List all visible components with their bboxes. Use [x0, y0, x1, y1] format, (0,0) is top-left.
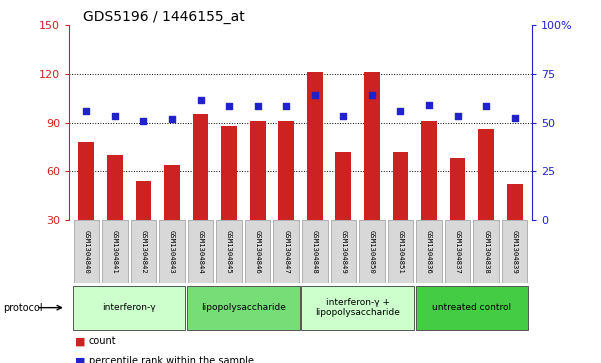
Text: GSM1304837: GSM1304837: [454, 229, 460, 273]
Bar: [474, 220, 499, 283]
Text: GSM1304849: GSM1304849: [340, 229, 346, 273]
Bar: [130, 220, 156, 283]
Bar: [392, 152, 408, 220]
Bar: [478, 129, 494, 220]
Bar: [302, 220, 328, 283]
Bar: [250, 121, 266, 220]
Bar: [164, 164, 180, 220]
Text: GSM1304838: GSM1304838: [483, 229, 489, 273]
Point: [110, 113, 120, 119]
Text: GSM1304841: GSM1304841: [112, 229, 118, 273]
Text: GSM1304851: GSM1304851: [397, 229, 403, 273]
Text: GDS5196 / 1446155_at: GDS5196 / 1446155_at: [83, 11, 245, 24]
Text: ■: ■: [75, 336, 85, 346]
Bar: [187, 286, 300, 330]
Bar: [73, 286, 185, 330]
Point: [395, 108, 405, 114]
Point: [338, 113, 348, 119]
Bar: [388, 220, 413, 283]
Bar: [221, 126, 237, 220]
Bar: [136, 181, 151, 220]
Point: [196, 97, 206, 103]
Bar: [331, 220, 356, 283]
Text: percentile rank within the sample: percentile rank within the sample: [89, 356, 254, 363]
Point: [481, 103, 491, 109]
Bar: [421, 121, 437, 220]
Text: ■: ■: [75, 356, 85, 363]
Point: [453, 113, 462, 119]
Text: GSM1304842: GSM1304842: [141, 229, 147, 273]
Text: GSM1304850: GSM1304850: [369, 229, 375, 273]
Point: [139, 118, 148, 124]
Bar: [301, 286, 414, 330]
Bar: [159, 220, 185, 283]
Bar: [78, 142, 94, 220]
Text: lipopolysaccharide: lipopolysaccharide: [201, 303, 286, 312]
Point: [224, 103, 234, 109]
Bar: [502, 220, 528, 283]
Text: GSM1304839: GSM1304839: [511, 229, 517, 273]
Text: GSM1304844: GSM1304844: [198, 229, 204, 273]
Bar: [73, 220, 99, 283]
Text: GSM1304846: GSM1304846: [255, 229, 261, 273]
Bar: [335, 152, 351, 220]
Text: interferon-γ: interferon-γ: [102, 303, 156, 312]
Bar: [507, 184, 523, 220]
Bar: [193, 114, 209, 220]
Text: GSM1304836: GSM1304836: [426, 229, 432, 273]
Bar: [216, 220, 242, 283]
Bar: [278, 121, 294, 220]
Text: GSM1304848: GSM1304848: [312, 229, 318, 273]
Bar: [416, 220, 442, 283]
Bar: [359, 220, 385, 283]
Bar: [188, 220, 213, 283]
Point: [253, 103, 263, 109]
Point: [367, 92, 377, 98]
Bar: [102, 220, 127, 283]
Text: GSM1304847: GSM1304847: [283, 229, 289, 273]
Point: [310, 92, 320, 98]
Point: [510, 115, 519, 121]
Text: interferon-γ +
lipopolysaccharide: interferon-γ + lipopolysaccharide: [315, 298, 400, 317]
Bar: [416, 286, 528, 330]
Bar: [107, 155, 123, 220]
Point: [281, 103, 291, 109]
Bar: [273, 220, 299, 283]
Bar: [245, 220, 270, 283]
Text: untreated control: untreated control: [432, 303, 511, 312]
Text: count: count: [89, 336, 117, 346]
Bar: [450, 158, 465, 220]
Bar: [307, 72, 323, 220]
Bar: [364, 72, 380, 220]
Point: [82, 108, 91, 114]
Point: [424, 102, 434, 107]
Text: protocol: protocol: [3, 303, 43, 313]
Bar: [445, 220, 471, 283]
Text: GSM1304845: GSM1304845: [226, 229, 232, 273]
Text: GSM1304840: GSM1304840: [84, 229, 90, 273]
Text: GSM1304843: GSM1304843: [169, 229, 175, 273]
Point: [167, 117, 177, 122]
